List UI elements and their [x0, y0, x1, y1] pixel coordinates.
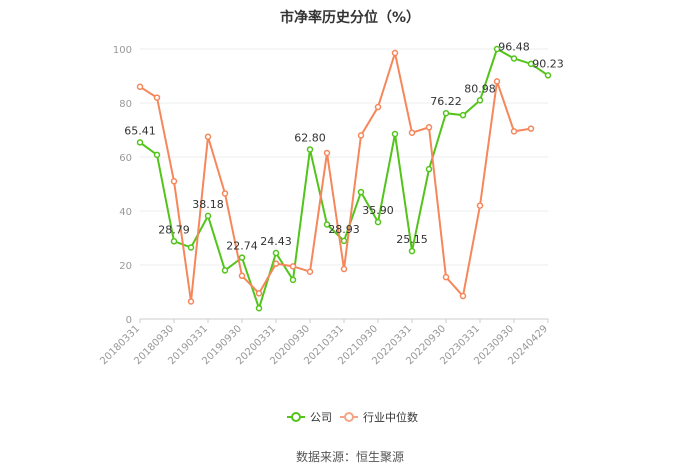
data-point: [289, 263, 297, 270]
data-label: 28.93: [328, 223, 360, 236]
data-point: [306, 146, 314, 153]
data-point: [408, 129, 416, 136]
data-point: [391, 49, 399, 57]
data-point: [510, 55, 518, 62]
y-axis: 0 20 40 60 80 100: [113, 45, 132, 326]
data-label: 35.90: [362, 204, 394, 217]
data-label: 25.15: [396, 233, 428, 246]
series-line: [139, 49, 532, 302]
data-point: [544, 72, 552, 79]
data-point: [476, 202, 484, 209]
data-point: [357, 132, 365, 139]
data-point: [153, 151, 161, 159]
data-point: [153, 94, 161, 101]
y-tick-label: 80: [119, 99, 132, 110]
data-point: [136, 83, 144, 91]
data-point: [425, 124, 433, 131]
data-label: 90.23: [532, 57, 564, 70]
data-label: 76.22: [430, 95, 462, 108]
data-point: [238, 254, 246, 261]
data-point: [476, 97, 484, 104]
data-point: [136, 139, 144, 146]
data-point: [204, 212, 212, 220]
data-point: [442, 109, 450, 117]
data-point: [459, 292, 467, 300]
data-source: 数据来源：恒生聚源: [296, 449, 404, 464]
data-point: [272, 260, 280, 267]
data-point: [510, 128, 518, 135]
legend-item-company[interactable]: 公司: [287, 411, 332, 424]
legend[interactable]: 公司 行业中位数: [287, 410, 418, 424]
data-label: 62.80: [294, 131, 326, 144]
data-point: [204, 133, 212, 140]
data-point: [272, 249, 280, 257]
data-label: 65.41: [124, 124, 156, 137]
legend-marker-industry: [344, 412, 354, 422]
data-point: [187, 298, 195, 305]
data-point: [493, 45, 501, 53]
data-point: [289, 276, 297, 284]
data-point: [255, 304, 263, 312]
y-tick-label: 40: [119, 207, 132, 218]
data-label: 38.18: [192, 198, 224, 211]
data-point: [323, 149, 331, 157]
data-point: [170, 178, 178, 185]
legend-item-industry[interactable]: 行业中位数: [340, 410, 418, 424]
legend-label-industry: 行业中位数: [363, 410, 418, 424]
data-label: 96.48: [498, 41, 530, 54]
data-point: [238, 272, 246, 280]
data-point: [221, 190, 229, 197]
data-point: [493, 78, 501, 85]
data-label: 22.74: [226, 240, 258, 253]
data-point: [408, 247, 416, 255]
data-label: 28.79: [158, 223, 190, 236]
y-tick-label: 0: [126, 315, 132, 326]
y-tick-label: 20: [119, 261, 132, 272]
data-point: [357, 188, 365, 196]
data-point: [323, 221, 331, 228]
y-tick-label: 60: [119, 153, 132, 164]
y-tick-label: 100: [113, 45, 132, 56]
data-label: 80.98: [464, 82, 496, 95]
data-point: [255, 290, 263, 297]
legend-marker-company: [291, 412, 301, 422]
data-point: [187, 244, 195, 251]
data-point: [527, 60, 535, 68]
data-point: [425, 165, 433, 173]
chart-title: 市净率历史分位（%）: [280, 9, 420, 26]
series-layer: [136, 45, 552, 312]
data-point: [221, 267, 229, 274]
series-0: [136, 45, 552, 312]
data-point: [527, 125, 535, 132]
data-point: [459, 111, 467, 119]
data-point: [170, 238, 178, 245]
data-label: 24.43: [260, 235, 292, 248]
data-point: [374, 103, 382, 111]
data-point: [340, 265, 348, 273]
x-axis: 2018033120180930201903312019093020200331…: [98, 319, 550, 367]
data-point: [391, 130, 399, 138]
data-point: [306, 268, 314, 275]
data-point: [442, 273, 450, 281]
data-point: [374, 218, 382, 226]
legend-label-company: 公司: [310, 411, 332, 424]
data-point: [340, 237, 348, 245]
series-1: [136, 49, 535, 305]
